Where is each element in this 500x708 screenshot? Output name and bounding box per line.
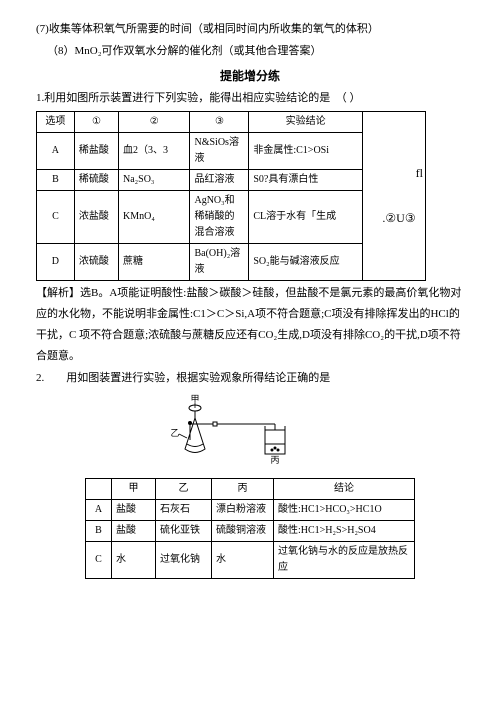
table-row: A 盐酸 石灰石 漂白粉溶液 酸性:HC1>HCO₃>HC1O (86, 500, 415, 521)
cell: 非金属性:C1>OSi (249, 132, 363, 169)
cell: Ba(OH)₂溶液 (190, 243, 249, 280)
q1-h4: 实验结论 (249, 111, 363, 132)
q2-h2: 乙 (156, 479, 212, 500)
q2-h3: 丙 (212, 479, 274, 500)
cell: 酸性:HC1>HCO₃>HC1O (274, 500, 415, 521)
cell: 稀盐酸 (74, 132, 118, 169)
cell-opt: A (86, 500, 112, 521)
q2-h0 (86, 479, 112, 500)
cell: Na₂SO₃ (119, 169, 190, 190)
table-row: 甲 乙 丙 结论 (86, 479, 415, 500)
q2-diagram: 甲 乙 丙 (36, 394, 464, 472)
cell: KMnO₄ (119, 190, 190, 243)
q2-h4: 结论 (274, 479, 415, 500)
q2-h1: 甲 (112, 479, 156, 500)
cell: 石灰石 (156, 500, 212, 521)
side-mid: .②U③ (369, 210, 429, 227)
q2-stem: 2. 用如图装置进行实验，根据实验观象所得结论正确的是 (36, 369, 464, 389)
label-bing: 丙 (270, 455, 279, 464)
cell-opt: C (86, 542, 112, 579)
cell: AgNO₃和稀硝酸的混合溶液 (190, 190, 249, 243)
cell: 酸性:HC1>H₂S>H₂SO4 (274, 521, 415, 542)
intro-line-7: (7)收集等体积氧气所需要的时间（或相同时间内所收集的氧气的体积） (36, 20, 464, 40)
cell: 品红溶液 (190, 169, 249, 190)
table-row: C 水 过氧化钠 水 过氧化钠与水的反应是放热反应 (86, 542, 415, 579)
cell: 盐酸 (112, 500, 156, 521)
cell: 浓硫酸 (74, 243, 118, 280)
cell: 硫酸铜溶液 (212, 521, 274, 542)
side-fl: fl (369, 165, 429, 182)
section-title: 提能增分练 (36, 66, 464, 88)
cell: 盐酸 (112, 521, 156, 542)
label-yi: 乙 (170, 428, 179, 438)
q1-analysis: 【解析】选B。A项能证明酸性:盐酸＞碳酸＞硅酸，但盐酸不是氯元素的最高价氧化物对… (36, 283, 464, 367)
cell: CL溶于水有「生成 (249, 190, 363, 243)
cell-opt: B (86, 521, 112, 542)
q1-stem: 1.利用如图所示装置进行下列实验，能得出相应实验结论的是 （ ） (36, 89, 464, 109)
q2-table: 甲 乙 丙 结论 A 盐酸 石灰石 漂白粉溶液 酸性:HC1>HCO₃>HC1O… (85, 478, 415, 579)
table-row: 选项 ① ② ③ 实验结论 fl .②U③ (37, 111, 426, 132)
cell: 漂白粉溶液 (212, 500, 274, 521)
q1-h3: ③ (190, 111, 249, 132)
cell-opt: D (37, 243, 75, 280)
cell: S0?具有漂白性 (249, 169, 363, 190)
q1-h0: 选项 (37, 111, 75, 132)
q1-h2: ② (119, 111, 190, 132)
cell: SO₂能与碱溶液反应 (249, 243, 363, 280)
q1-h1: ① (74, 111, 118, 132)
cell: 浓盐酸 (74, 190, 118, 243)
cell: 血2（3、3 (119, 132, 190, 169)
q1-table: 选项 ① ② ③ 实验结论 fl .②U③ A 稀盐酸 血2（3、3 N&SiO… (36, 111, 426, 281)
cell: 水 (112, 542, 156, 579)
cell: 稀硫酸 (74, 169, 118, 190)
table-row: B 盐酸 硫化亚铁 硫酸铜溶液 酸性:HC1>H₂S>H₂SO4 (86, 521, 415, 542)
cell: 过氧化钠 (156, 542, 212, 579)
cell: N&SiOs溶液 (190, 132, 249, 169)
label-jia: 甲 (190, 394, 199, 404)
cell-opt: C (37, 190, 75, 243)
cell: 水 (212, 542, 274, 579)
q1-side-cell: fl .②U③ (362, 111, 425, 280)
cell: 过氧化钠与水的反应是放热反应 (274, 542, 415, 579)
intro-line-8: （8）MnO₂可作双氧水分解的催化剂（或其他合理答案） (36, 42, 464, 62)
cell: 蔗糖 (119, 243, 190, 280)
cell: 硫化亚铁 (156, 521, 212, 542)
cell-opt: A (37, 132, 75, 169)
cell-opt: B (37, 169, 75, 190)
